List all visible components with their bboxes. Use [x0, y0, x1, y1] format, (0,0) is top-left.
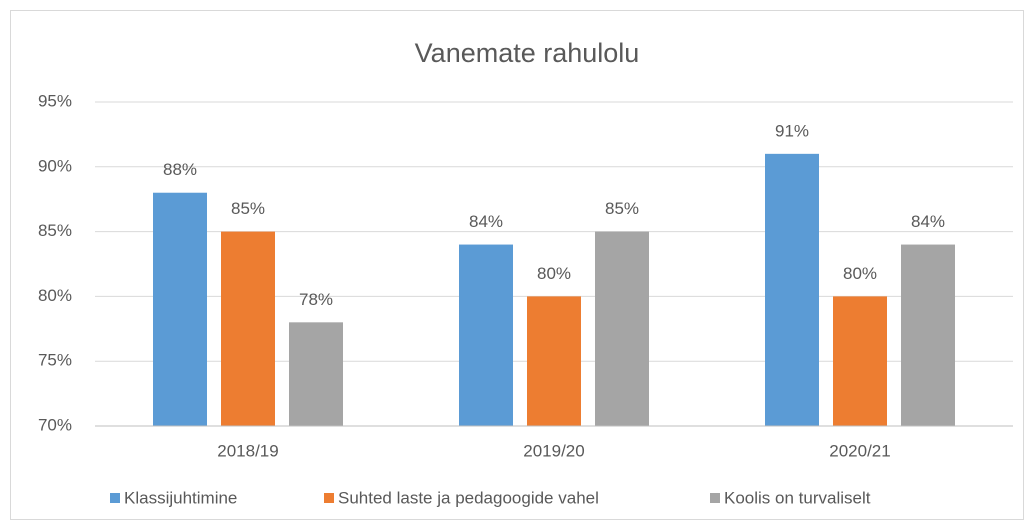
- y-tick-label: 90%: [38, 156, 72, 175]
- data-label: 80%: [843, 264, 877, 283]
- data-label: 85%: [231, 199, 265, 218]
- legend-label: Klassijuhtimine: [124, 488, 237, 507]
- bar: [901, 244, 955, 426]
- y-tick-label: 95%: [38, 91, 72, 110]
- legend-swatch: [324, 493, 334, 503]
- bar: [153, 192, 207, 426]
- legend-swatch: [110, 493, 120, 503]
- y-tick-label: 80%: [38, 286, 72, 305]
- data-label: 91%: [775, 121, 809, 140]
- y-tick-label: 70%: [38, 415, 72, 434]
- data-label: 84%: [469, 212, 503, 231]
- bar: [527, 296, 581, 426]
- y-tick-label: 75%: [38, 351, 72, 370]
- x-tick-label: 2018/19: [217, 441, 278, 460]
- data-label: 78%: [299, 290, 333, 309]
- bar: [765, 153, 819, 426]
- legend-label: Koolis on turvaliselt: [724, 488, 871, 507]
- data-label: 84%: [911, 212, 945, 231]
- chart-title: Vanemate rahulolu: [415, 38, 640, 68]
- x-tick-label: 2020/21: [829, 441, 890, 460]
- data-label: 80%: [537, 264, 571, 283]
- bar: [289, 322, 343, 426]
- legend-swatch: [710, 493, 720, 503]
- data-label: 85%: [605, 199, 639, 218]
- y-tick-label: 85%: [38, 221, 72, 240]
- bar: [833, 296, 887, 426]
- x-tick-label: 2019/20: [523, 441, 584, 460]
- legend-label: Suhted laste ja pedagoogide vahel: [338, 488, 599, 507]
- bar: [459, 244, 513, 426]
- bar: [595, 231, 649, 426]
- data-label: 88%: [163, 160, 197, 179]
- bar: [221, 231, 275, 426]
